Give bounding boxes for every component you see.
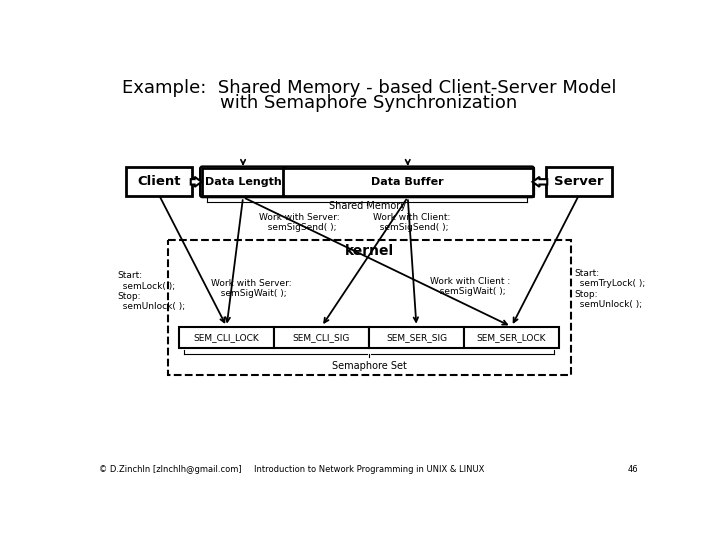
Bar: [464, 327, 559, 348]
FancyBboxPatch shape: [283, 168, 533, 195]
Bar: [369, 327, 464, 348]
Text: Work with Client :
  semSigWait( );: Work with Client : semSigWait( );: [430, 276, 510, 296]
Bar: [274, 327, 369, 348]
FancyBboxPatch shape: [168, 240, 570, 375]
FancyBboxPatch shape: [200, 166, 534, 197]
Polygon shape: [191, 177, 202, 187]
Text: Start:
  semTryLock( );
Stop:
  semUnlock( );: Start: semTryLock( ); Stop: semUnlock( )…: [575, 269, 646, 309]
Text: SEM_SER_SIG: SEM_SER_SIG: [386, 333, 447, 342]
Bar: [179, 327, 274, 348]
Polygon shape: [533, 177, 547, 187]
Text: Data Buffer: Data Buffer: [372, 177, 444, 187]
Text: Client: Client: [138, 176, 181, 188]
Text: Work with Server:
  semSigSend( );: Work with Server: semSigSend( );: [259, 213, 340, 232]
FancyBboxPatch shape: [202, 168, 284, 195]
Text: Work with Server:
  semSigWait( );: Work with Server: semSigWait( );: [211, 279, 292, 298]
Text: Semaphore Set: Semaphore Set: [332, 361, 406, 372]
Text: SEM_CLI_SIG: SEM_CLI_SIG: [293, 333, 350, 342]
Text: Example:  Shared Memory - based Client-Server Model: Example: Shared Memory - based Client-Se…: [122, 79, 616, 97]
Text: with Semaphore Synchronization: with Semaphore Synchronization: [220, 94, 518, 112]
Text: Shared Memory: Shared Memory: [328, 201, 405, 211]
Text: Server: Server: [554, 176, 604, 188]
Text: SEM_CLI_LOCK: SEM_CLI_LOCK: [194, 333, 259, 342]
FancyBboxPatch shape: [546, 167, 612, 197]
FancyBboxPatch shape: [126, 167, 192, 197]
Text: Introduction to Network Programming in UNIX & LINUX: Introduction to Network Programming in U…: [254, 465, 484, 475]
Text: SEM_SER_LOCK: SEM_SER_LOCK: [477, 333, 546, 342]
Text: Work with Client:
  semSigSend( );: Work with Client: semSigSend( );: [373, 213, 450, 232]
Text: 46: 46: [628, 465, 639, 475]
Text: kernel: kernel: [344, 244, 394, 258]
Text: © D.Zinchln [zlnchlh@gmail.com]: © D.Zinchln [zlnchlh@gmail.com]: [99, 465, 242, 475]
Text: Data Length: Data Length: [204, 177, 282, 187]
Text: Start:
  semLock( );
Stop:
  semUnlock( );: Start: semLock( ); Stop: semUnlock( );: [117, 271, 185, 312]
